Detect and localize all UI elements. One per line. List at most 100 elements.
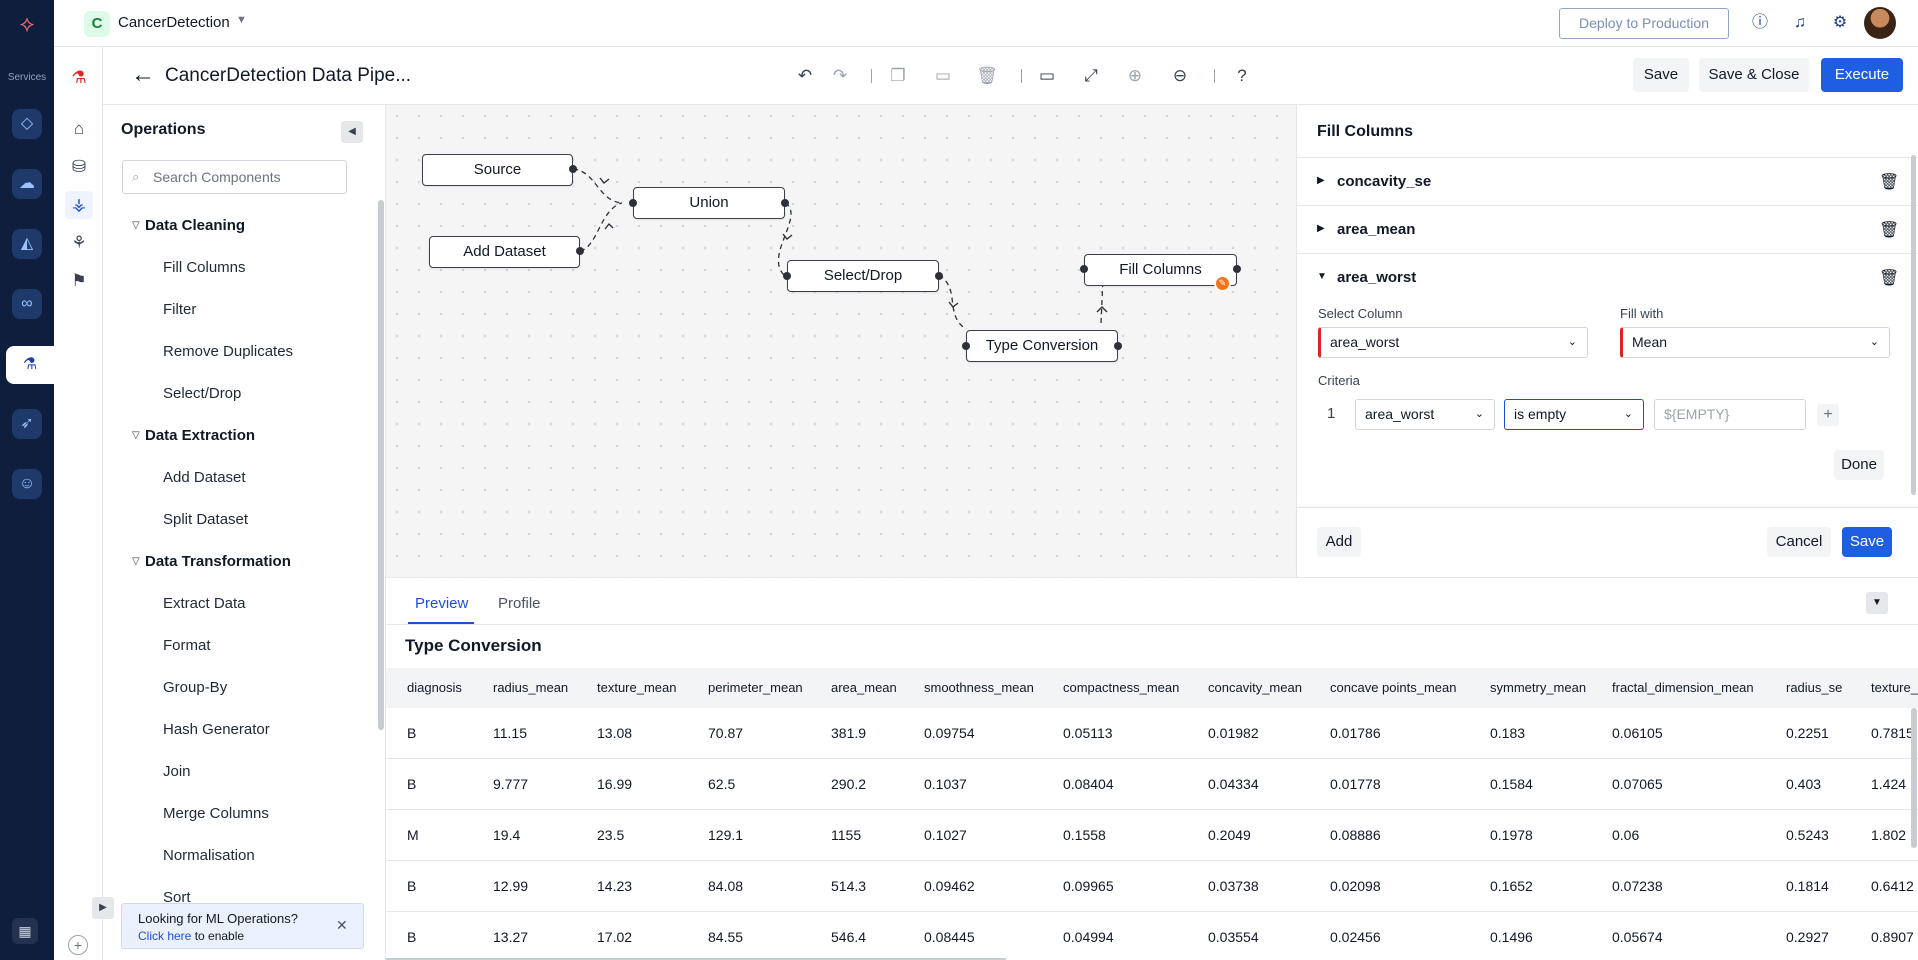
panel-icon[interactable]: ▭ [1038,66,1056,85]
node-port[interactable] [783,272,791,280]
table-vertical-scrollbar[interactable] [1911,708,1917,848]
table-horizontal-scrollbar[interactable] [386,958,1006,960]
close-icon[interactable]: ✕ [336,917,348,933]
collapse-panel-icon[interactable]: ◀ [341,121,363,143]
column-header[interactable]: radius_mean [493,680,569,695]
zoom-out-icon[interactable]: ⊖ [1172,66,1188,85]
node-port[interactable] [1080,265,1088,273]
column-header[interactable]: concave points_mean [1330,680,1457,695]
op-filter[interactable]: Filter [163,301,197,318]
delete-icon[interactable]: 🗑 [976,66,998,85]
paste-icon[interactable]: ▭ [934,66,952,85]
add-criteria-icon[interactable]: + [1817,404,1839,426]
node-port[interactable] [629,199,637,207]
brand-logo-icon[interactable]: ⟡ [19,11,35,36]
op-select-drop[interactable]: Select/Drop [163,385,242,402]
column-header[interactable]: diagnosis [407,680,462,695]
project-caret-icon[interactable]: ▼ [236,14,247,26]
op-extract-data[interactable]: Extract Data [163,595,246,612]
node-source[interactable]: Source [422,154,573,186]
group-data-extraction[interactable]: ▽ Data Extraction [103,415,373,457]
group-data-transformation[interactable]: ▽ Data Transformation [103,541,373,583]
criteria-column-dropdown[interactable]: area_worst ⌄ [1355,399,1495,430]
node-add-dataset[interactable]: Add Dataset [429,236,580,268]
database-icon[interactable]: ⛁ [71,157,87,176]
collapse-preview-icon[interactable]: ▼ [1866,592,1888,614]
node-port[interactable] [962,342,970,350]
code-service-icon[interactable]: ◇ [12,109,42,139]
flag-icon[interactable]: ⚑ [71,271,87,290]
section-area-mean[interactable]: ▶ area_mean 🗑 [1297,205,1918,253]
rocket-service-icon[interactable]: ➶ [12,409,42,439]
zoom-in-icon[interactable]: ⊕ [1127,66,1143,85]
sync-service-icon[interactable]: ∞ [12,289,42,319]
node-port[interactable] [1114,342,1122,350]
apps-grid-icon[interactable]: ▦ [12,918,38,944]
criteria-value-input[interactable]: ${EMPTY} [1654,399,1806,430]
warning-icon[interactable]: ✎ [1214,275,1231,292]
home-icon[interactable]: ⌂ [73,119,85,138]
save-button[interactable]: Save [1633,58,1689,92]
op-remove-duplicates[interactable]: Remove Duplicates [163,343,294,360]
trash-icon[interactable]: 🗑 [1879,270,1900,287]
op-merge-columns[interactable]: Merge Columns [163,805,269,822]
gear-icon[interactable]: ⚙ [1832,14,1848,31]
criteria-operator-dropdown[interactable]: is empty ⌄ [1504,399,1644,430]
column-header[interactable]: smoothness_mean [924,680,1034,695]
search-input[interactable] [153,167,343,187]
node-select-drop[interactable]: Select/Drop [787,260,939,292]
trash-icon[interactable]: 🗑 [1879,174,1900,191]
deploy-button[interactable]: Deploy to Production [1559,8,1729,39]
op-group-by[interactable]: Group-By [163,679,228,696]
models-icon[interactable]: ⚘ [71,233,87,252]
column-header[interactable]: area_mean [831,680,897,695]
column-header[interactable]: fractal_dimension_mean [1612,680,1754,695]
node-union[interactable]: Union [633,187,785,219]
column-header[interactable]: perimeter_mean [708,680,803,695]
pipeline-icon[interactable]: ⚶ [65,191,93,219]
node-port[interactable] [781,199,789,207]
node-port[interactable] [935,272,943,280]
help-icon[interactable]: ⓘ [1751,14,1768,31]
section-area-worst[interactable]: ▼ area_worst 🗑 [1297,253,1918,301]
op-format[interactable]: Format [163,637,211,654]
ai-brand-icon[interactable]: ⚗ [71,68,87,87]
undo-icon[interactable]: ↶ [797,66,813,85]
add-icon[interactable]: + [68,935,88,955]
fullscreen-icon[interactable]: ⤢ [1084,66,1098,85]
node-port[interactable] [576,247,584,255]
column-header[interactable]: radius_se [1786,680,1843,695]
fill-with-dropdown[interactable]: Mean ⌄ [1620,327,1890,358]
tab-preview[interactable]: Preview [415,595,469,612]
cloud-service-icon[interactable]: ☁ [12,169,42,199]
tab-profile[interactable]: Profile [498,595,541,612]
help-circle-icon[interactable]: ? [1237,66,1247,85]
trash-icon[interactable]: 🗑 [1879,222,1900,239]
operations-scrollbar[interactable] [378,200,384,730]
group-data-cleaning[interactable]: ▽ Data Cleaning [103,205,373,247]
bell-icon[interactable]: ♫ [1794,14,1806,31]
op-sort[interactable]: Sort [163,889,191,906]
expand-rail-icon[interactable]: ▶ [92,897,114,919]
op-normalisation[interactable]: Normalisation [163,847,255,864]
project-name[interactable]: CancerDetection [118,14,230,31]
op-split-dataset[interactable]: Split Dataset [163,511,249,528]
node-type-conversion[interactable]: Type Conversion [966,330,1118,362]
project-badge[interactable]: C [84,11,110,37]
bot-service-icon[interactable]: ☺ [12,469,42,499]
cancel-button[interactable]: Cancel [1767,527,1831,557]
add-button[interactable]: Add [1317,527,1361,557]
select-column-dropdown[interactable]: area_worst ⌄ [1318,327,1588,358]
column-header[interactable]: compactness_mean [1063,680,1180,695]
copy-icon[interactable]: ❐ [890,66,906,85]
avatar[interactable] [1864,7,1896,39]
analytics-service-icon[interactable]: ◭ [12,229,42,259]
column-header[interactable]: symmetry_mean [1490,680,1587,695]
redo-icon[interactable]: ↷ [832,66,848,85]
pipeline-canvas[interactable]: Source Add Dataset Union Select/Drop Typ… [386,105,1296,577]
execute-button[interactable]: Execute [1821,58,1903,92]
node-port[interactable] [569,165,577,173]
node-port[interactable] [1233,265,1241,273]
panel-scrollbar[interactable] [1911,155,1916,495]
ai-service-icon[interactable]: ⚗ [6,346,54,384]
